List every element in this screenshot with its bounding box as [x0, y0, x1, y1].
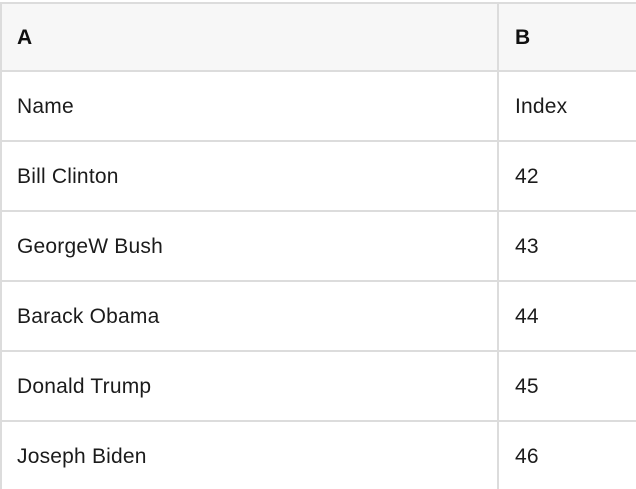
cell-B3[interactable]: 43	[515, 234, 539, 258]
table-row: Joseph Biden 46	[0, 422, 636, 489]
column-header-A[interactable]: A	[2, 4, 499, 70]
table-row: Bill Clinton 42	[0, 142, 636, 212]
cell-A1[interactable]: Name	[2, 72, 499, 140]
cell-A3[interactable]: GeorgeW Bush	[2, 212, 499, 280]
table-row: GeorgeW Bush 43	[0, 212, 636, 282]
cell-B1[interactable]: Index	[515, 94, 568, 118]
table-row: Donald Trump 45	[0, 352, 636, 422]
table-header-row: A B	[0, 4, 636, 72]
cell-B2[interactable]: 42	[515, 164, 539, 188]
cell-B5[interactable]: 45	[515, 374, 539, 398]
table-row: Name Index	[0, 72, 636, 142]
cell-B4[interactable]: 44	[515, 304, 539, 328]
cell-A2[interactable]: Bill Clinton	[2, 142, 499, 210]
cell-B6[interactable]: 46	[515, 444, 539, 468]
cell-A6[interactable]: Joseph Biden	[2, 422, 499, 489]
column-header-B[interactable]: B	[515, 25, 531, 49]
table-row: Barack Obama 44	[0, 282, 636, 352]
cell-A4[interactable]: Barack Obama	[2, 282, 499, 350]
cell-A5[interactable]: Donald Trump	[2, 352, 499, 420]
